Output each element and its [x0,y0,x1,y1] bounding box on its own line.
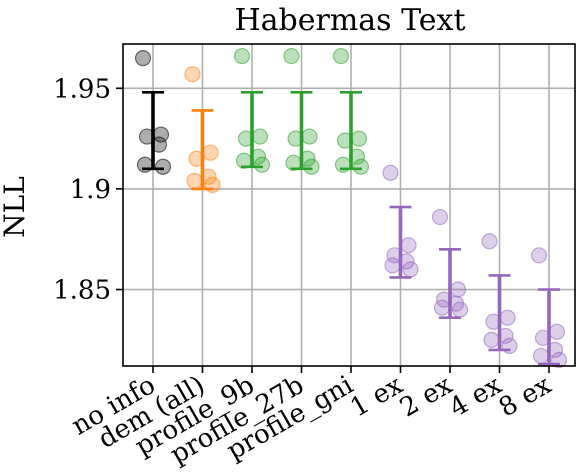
data-point [449,281,467,298]
data-point [350,130,368,147]
data-point [186,172,203,189]
data-point [451,301,469,318]
data-point [154,158,172,175]
data-point [303,158,320,175]
data-point [382,164,399,181]
y-axis-ticks: 1.85 1.9 1.95 [53,74,123,306]
data-point [431,208,449,226]
chart-title: Habermas Text [234,3,465,38]
y-tick-label: 1.95 [53,74,111,104]
data-point [253,156,271,173]
data-point [283,47,300,65]
x-tick-label: 8 ex [494,370,557,424]
y-tick-label: 1.9 [70,175,111,205]
data-point [400,237,417,254]
y-axis-label: NLL [0,176,31,238]
data-point [301,128,318,145]
data-point [233,47,251,65]
data-point [352,158,370,175]
data-point [530,247,548,264]
data-point [384,257,401,274]
data-point [251,128,269,145]
data-point [499,309,516,326]
data-point [332,47,350,65]
data-point [184,66,201,83]
data-point [481,233,498,250]
y-tick-label: 1.85 [53,276,111,306]
data-point [134,49,152,67]
data-point [548,323,566,340]
error-bars [142,91,560,366]
data-point [402,261,419,278]
data-point [532,347,550,365]
data-point [433,299,451,316]
plot-frame [122,43,576,367]
data-point [483,331,500,348]
data-point [202,144,219,161]
